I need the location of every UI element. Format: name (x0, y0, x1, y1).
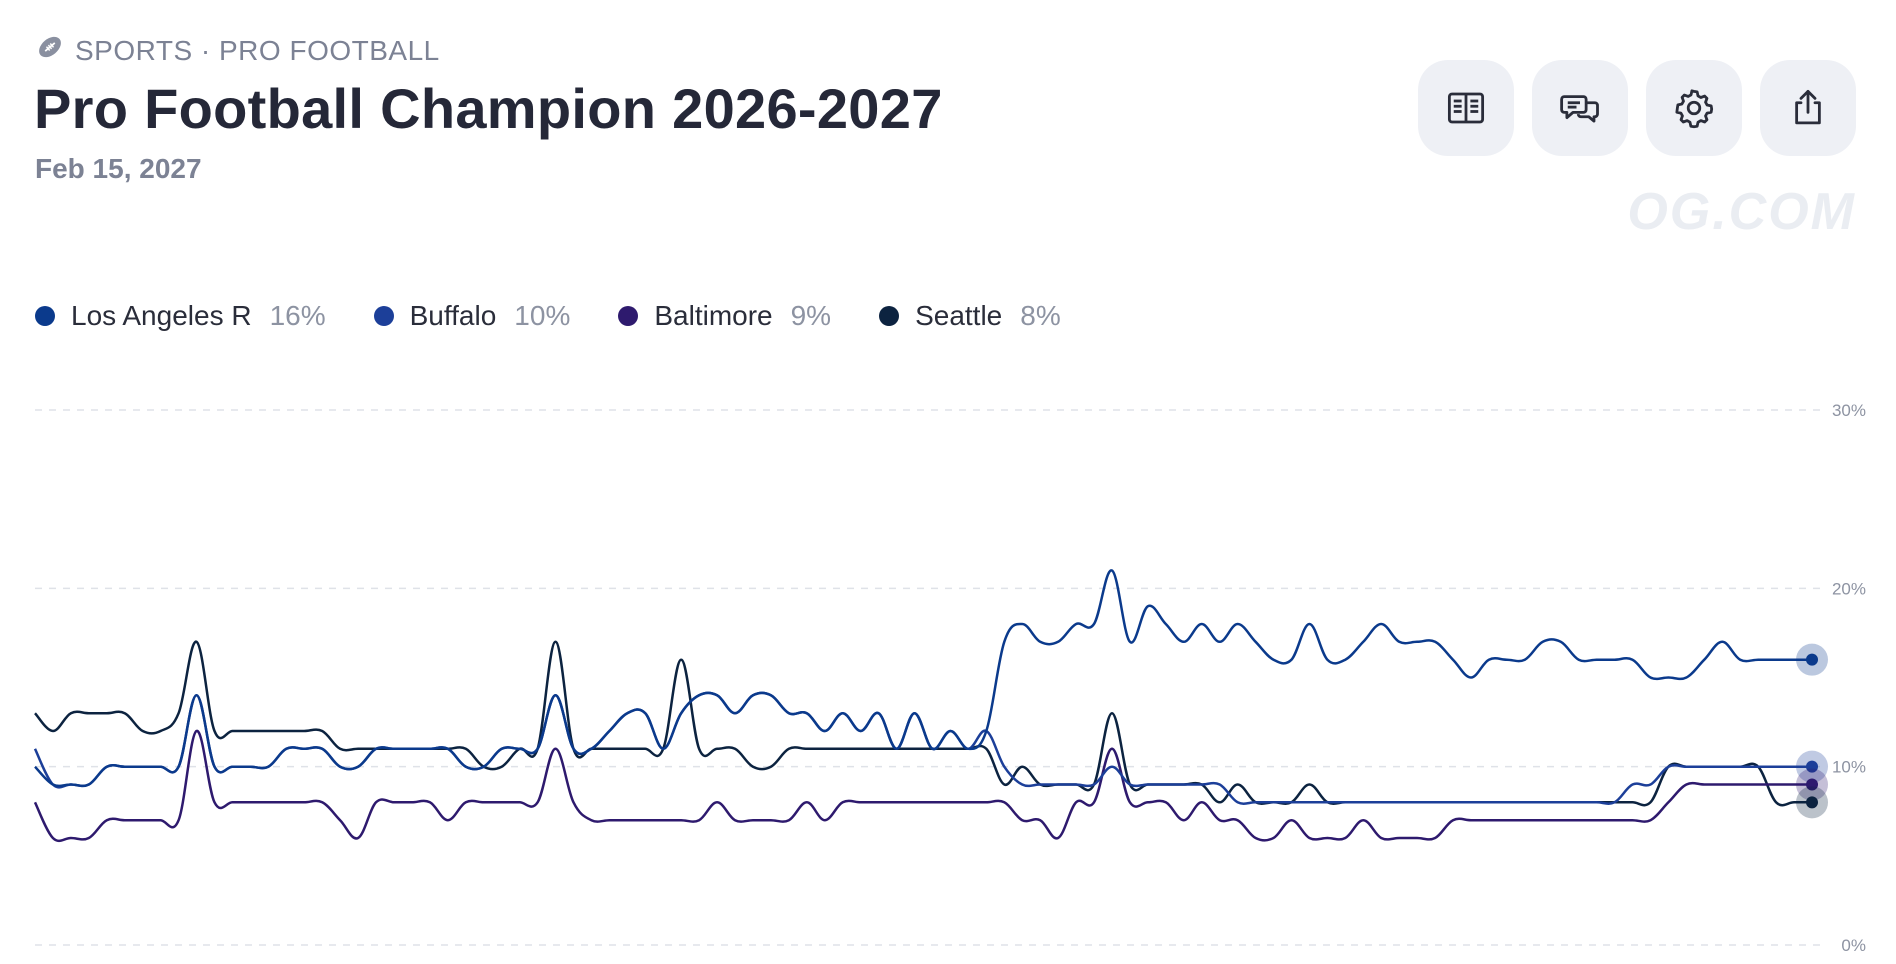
y-tick-label: 0% (1841, 936, 1866, 955)
legend-item-buffalo[interactable]: Buffalo 10% (373, 300, 571, 332)
share-button[interactable] (1760, 60, 1856, 156)
share-icon (1795, 89, 1821, 125)
legend-label: Seattle (915, 300, 1003, 331)
event-date: Feb 15, 2027 (35, 153, 202, 184)
legend-dot (35, 306, 55, 326)
end-point (1806, 796, 1818, 809)
legend-value: 16% (269, 300, 326, 331)
end-point (1806, 778, 1818, 791)
legend-dot (373, 306, 394, 326)
settings-button[interactable] (1646, 60, 1742, 156)
comments-button[interactable] (1532, 60, 1628, 156)
legend-value: 8% (1020, 300, 1061, 331)
football-icon (35, 32, 65, 69)
chart-legend: Los Angeles R 16% Buffalo 10% Baltimore … (35, 300, 1061, 332)
rules-button[interactable] (1418, 60, 1514, 156)
legend-value: 10% (514, 300, 571, 331)
legend-label: Los Angeles R (71, 300, 252, 331)
breadcrumb-label: SPORTS · PRO FOOTBALL (75, 34, 440, 66)
series-line (33, 729, 1812, 843)
series-line (34, 569, 1812, 788)
end-point (1806, 760, 1818, 773)
legend-dot (879, 306, 900, 326)
end-point (1806, 653, 1818, 666)
legend-dot (618, 306, 639, 326)
legend-label: Baltimore (654, 300, 773, 331)
page-title: Pro Football Champion 2026-2027 (34, 77, 943, 140)
y-tick-label: 20% (1832, 579, 1866, 598)
y-tick-label: 30% (1832, 401, 1866, 420)
legend-item-los-angeles[interactable]: Los Angeles R 16% (35, 300, 326, 332)
series-line (34, 640, 1812, 807)
y-tick-label: 10% (1832, 758, 1866, 777)
price-chart[interactable]: 0% 10% 20% 30% (0, 380, 1896, 964)
legend-item-seattle[interactable]: Seattle 8% (879, 300, 1061, 332)
breadcrumb[interactable]: SPORTS · PRO FOOTBALL (35, 32, 440, 69)
book-icon (1447, 92, 1485, 124)
legend-item-baltimore[interactable]: Baltimore 9% (618, 300, 831, 332)
gear-icon (1675, 89, 1714, 129)
legend-label: Buffalo (409, 300, 497, 331)
toolbar (1418, 60, 1856, 156)
watermark: OG.COM (1627, 183, 1856, 241)
chat-icon (1560, 95, 1599, 123)
legend-value: 9% (790, 300, 832, 331)
